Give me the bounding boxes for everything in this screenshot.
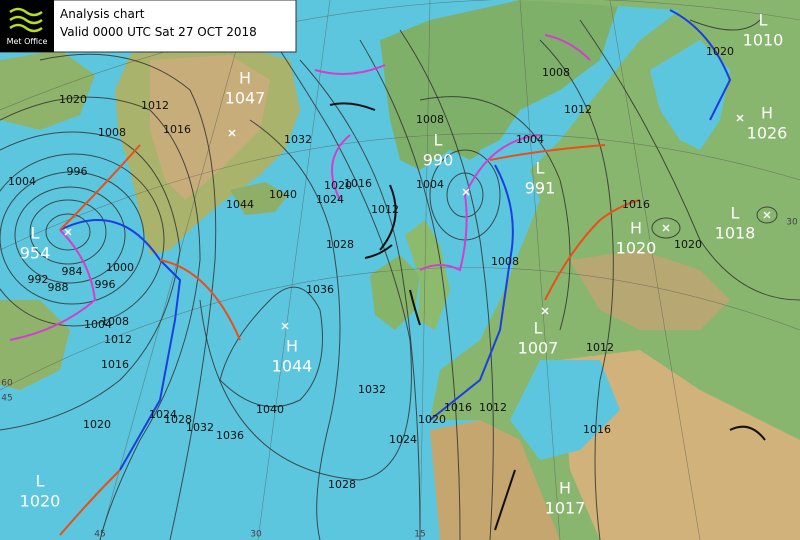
pressure-value: 1007	[518, 339, 559, 358]
isobar-label: 1004	[516, 133, 544, 146]
isobar-label: 1008	[416, 113, 444, 126]
graticule-label: 60	[1, 379, 13, 389]
pressure-type: L	[731, 204, 740, 223]
isobar-label: 1036	[306, 283, 334, 296]
pressure-value: 991	[525, 179, 556, 198]
pressure-value: 1026	[747, 124, 788, 143]
pressure-type: H	[559, 479, 571, 498]
isobar-label: 1004	[84, 318, 112, 331]
isobar-label: 996	[67, 165, 88, 178]
centre-cross	[763, 211, 771, 219]
graticule-label: 15	[414, 530, 425, 540]
isobar-label: 988	[48, 281, 69, 294]
isobar-label: 1012	[479, 401, 507, 414]
isobar-label: 992	[28, 273, 49, 286]
isobar-label: 1008	[101, 315, 129, 328]
pressure-value: 954	[20, 244, 51, 263]
isobar-label: 1024	[316, 193, 344, 206]
isobar-label: 1028	[164, 413, 192, 426]
isobar-label: 1020	[674, 238, 702, 251]
isobar-label: 1024	[149, 408, 177, 421]
pressure-value: 990	[423, 151, 454, 170]
pressure-type: L	[536, 159, 545, 178]
graticule-label: 45	[1, 394, 12, 404]
centre-cross	[281, 322, 289, 330]
isobar-label: 1024	[389, 433, 417, 446]
pressure-value: 1047	[225, 89, 266, 108]
logo-box	[0, 0, 54, 52]
isobar-label: 1016	[583, 423, 611, 436]
pressure-type: L	[759, 11, 768, 30]
header: Met Office Analysis chart Valid 0000 UTC…	[0, 0, 297, 53]
isobar-label: 1008	[491, 255, 519, 268]
pressure-type: H	[239, 69, 251, 88]
isobar-label: 1028	[328, 478, 356, 491]
isobar-label: 984	[62, 265, 83, 278]
graticule-label: 30	[786, 218, 798, 228]
isobars	[0, 19, 800, 540]
pressure-value: 1020	[616, 239, 657, 258]
isobar-label: 1020	[324, 179, 352, 192]
isobar-label: 1012	[141, 99, 169, 112]
isobar-label: 1012	[371, 203, 399, 216]
isobar-label: 1020	[418, 413, 446, 426]
pressure-type: H	[286, 337, 298, 356]
isobar-label: 1036	[216, 429, 244, 442]
isobar-label: 1020	[706, 45, 734, 58]
isobar-label: 996	[95, 278, 116, 291]
isobar-label: 1016	[101, 358, 129, 371]
pressure-value: 1018	[715, 224, 756, 243]
header-title: Analysis chart	[60, 7, 145, 21]
pressure-type: H	[761, 104, 773, 123]
centre-markers	[64, 114, 771, 330]
isobar-label: 1000	[106, 261, 134, 274]
isobar-label: 1012	[586, 341, 614, 354]
fronts	[9, 9, 766, 536]
isobar-label: 1016	[344, 177, 372, 190]
isobar-label: 1012	[104, 333, 132, 346]
graticule-label: 45	[94, 530, 105, 540]
isobar-label: 1016	[444, 401, 472, 414]
isobar-label: 1016	[163, 123, 191, 136]
pressure-type: L	[31, 224, 40, 243]
centre-cross	[462, 188, 470, 196]
graticule-label: 30	[250, 530, 262, 540]
isobar-label: 1032	[284, 133, 312, 146]
isobar-label: 1008	[98, 126, 126, 139]
pressure-type: H	[630, 219, 642, 238]
pressure-type: L	[36, 472, 45, 491]
isobar-label: 1004	[8, 175, 36, 188]
isobar-label: 1044	[226, 198, 254, 211]
header-valid: Valid 0000 UTC Sat 27 OCT 2018	[60, 25, 257, 39]
pressure-value: 1044	[272, 357, 313, 376]
logo-text: Met Office	[7, 37, 48, 46]
isobar-label: 1012	[564, 103, 592, 116]
isobar-label: 1040	[256, 403, 284, 416]
pressure-type: L	[534, 319, 543, 338]
isobar-label: 1032	[358, 383, 386, 396]
centre-cross	[64, 228, 72, 236]
isobar-label: 1004	[416, 178, 444, 191]
centre-cross	[228, 129, 236, 137]
pressure-type: L	[434, 131, 443, 150]
centre-cross	[736, 114, 744, 122]
pressure-value: 1020	[20, 492, 61, 511]
pressure-value: 1017	[545, 499, 586, 518]
isobar-label: 1020	[83, 418, 111, 431]
isobar-label: 1020	[59, 93, 87, 106]
centre-cross	[662, 224, 670, 232]
isobar-label: 1008	[542, 66, 570, 79]
pressure-value: 1010	[743, 31, 784, 50]
isobar-label: 1016	[622, 198, 650, 211]
isobar-label: 1040	[269, 188, 297, 201]
isobar-label: 1028	[326, 238, 354, 251]
centre-cross	[541, 307, 549, 315]
isobar-label: 1032	[186, 421, 214, 434]
logo-mark	[9, 7, 43, 33]
